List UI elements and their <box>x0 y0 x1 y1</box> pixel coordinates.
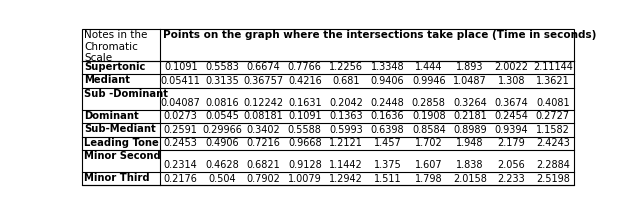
Text: 1.702: 1.702 <box>415 138 443 148</box>
Text: 0.7902: 0.7902 <box>246 174 280 184</box>
Text: 0.5993: 0.5993 <box>329 125 363 135</box>
Text: 0.9406: 0.9406 <box>371 76 404 86</box>
Text: 1.375: 1.375 <box>374 160 401 170</box>
Text: 0.05411: 0.05411 <box>161 76 201 86</box>
Text: 0.2042: 0.2042 <box>329 98 363 108</box>
Text: 0.5583: 0.5583 <box>205 62 239 73</box>
Text: Leading Tone: Leading Tone <box>84 138 159 148</box>
Text: 0.04087: 0.04087 <box>161 98 201 108</box>
Text: 2.179: 2.179 <box>498 138 525 148</box>
Text: 0.2727: 0.2727 <box>536 111 570 121</box>
Text: 0.504: 0.504 <box>208 174 236 184</box>
Text: Dominant: Dominant <box>84 111 139 121</box>
Text: 2.056: 2.056 <box>498 160 525 170</box>
Text: 0.36757: 0.36757 <box>243 76 284 86</box>
Text: 0.6821: 0.6821 <box>246 160 280 170</box>
Text: 0.4216: 0.4216 <box>288 76 322 86</box>
Text: 0.1091: 0.1091 <box>164 62 198 73</box>
Text: 0.681: 0.681 <box>332 76 360 86</box>
Text: 0.0545: 0.0545 <box>205 111 239 121</box>
Text: 0.4081: 0.4081 <box>536 98 570 108</box>
Text: 0.1908: 0.1908 <box>412 111 445 121</box>
Text: 1.2121: 1.2121 <box>329 138 363 148</box>
Text: 0.2858: 0.2858 <box>412 98 445 108</box>
Text: 0.2314: 0.2314 <box>164 160 198 170</box>
Text: 0.3674: 0.3674 <box>495 98 529 108</box>
Text: Mediant: Mediant <box>84 75 130 85</box>
Text: 0.1636: 0.1636 <box>371 111 404 121</box>
Text: 2.11144: 2.11144 <box>533 62 573 73</box>
Text: 1.308: 1.308 <box>498 76 525 86</box>
Text: 1.3621: 1.3621 <box>536 76 570 86</box>
Text: 0.3135: 0.3135 <box>205 76 239 86</box>
Text: 1.511: 1.511 <box>374 174 401 184</box>
Text: Minor Second: Minor Second <box>84 151 161 161</box>
Text: 0.2176: 0.2176 <box>164 174 198 184</box>
Text: 1.0079: 1.0079 <box>288 174 322 184</box>
Text: Minor Third: Minor Third <box>84 173 150 183</box>
Text: 0.4628: 0.4628 <box>205 160 239 170</box>
Text: Sub -Dominant: Sub -Dominant <box>84 89 168 99</box>
Text: 1.457: 1.457 <box>374 138 401 148</box>
Text: 0.0273: 0.0273 <box>164 111 198 121</box>
Text: 0.9394: 0.9394 <box>495 125 528 135</box>
Text: 0.5588: 0.5588 <box>288 125 322 135</box>
Text: 0.1631: 0.1631 <box>288 98 321 108</box>
Text: 2.0022: 2.0022 <box>495 62 529 73</box>
Text: 1.838: 1.838 <box>456 160 484 170</box>
Text: 0.4906: 0.4906 <box>205 138 239 148</box>
Text: 0.2591: 0.2591 <box>164 125 198 135</box>
Text: 1.2256: 1.2256 <box>329 62 363 73</box>
Text: 0.8989: 0.8989 <box>453 125 487 135</box>
Text: 2.233: 2.233 <box>498 174 525 184</box>
Text: 1.3348: 1.3348 <box>371 62 404 73</box>
Text: 1.948: 1.948 <box>456 138 484 148</box>
Text: 0.2181: 0.2181 <box>453 111 487 121</box>
Text: Supertonic: Supertonic <box>84 62 145 72</box>
Text: 0.1091: 0.1091 <box>288 111 321 121</box>
Text: Notes in the
Chromatic
Scale: Notes in the Chromatic Scale <box>84 30 147 63</box>
Text: 1.444: 1.444 <box>415 62 443 73</box>
Text: 1.1582: 1.1582 <box>536 125 570 135</box>
Text: 1.798: 1.798 <box>415 174 443 184</box>
Text: 2.0158: 2.0158 <box>453 174 487 184</box>
Text: 0.1363: 0.1363 <box>330 111 363 121</box>
Text: 0.2448: 0.2448 <box>371 98 404 108</box>
Text: 2.5198: 2.5198 <box>536 174 570 184</box>
Text: 1.893: 1.893 <box>456 62 484 73</box>
Text: 2.2884: 2.2884 <box>536 160 570 170</box>
Text: 0.8584: 0.8584 <box>412 125 445 135</box>
Text: 0.08181: 0.08181 <box>244 111 284 121</box>
Text: 0.6674: 0.6674 <box>246 62 280 73</box>
Text: Points on the graph where the intersections take place (Time in seconds): Points on the graph where the intersecti… <box>163 30 596 40</box>
Text: 0.9946: 0.9946 <box>412 76 445 86</box>
Text: 0.3402: 0.3402 <box>246 125 280 135</box>
Text: 0.12242: 0.12242 <box>243 98 284 108</box>
Text: 0.29966: 0.29966 <box>202 125 242 135</box>
Text: 0.2453: 0.2453 <box>164 138 198 148</box>
Text: 0.9128: 0.9128 <box>288 160 322 170</box>
Text: 0.6398: 0.6398 <box>371 125 404 135</box>
Text: 0.2454: 0.2454 <box>495 111 529 121</box>
Text: 0.7766: 0.7766 <box>288 62 322 73</box>
Text: 0.7216: 0.7216 <box>246 138 280 148</box>
Text: 2.4243: 2.4243 <box>536 138 570 148</box>
Text: 1.2942: 1.2942 <box>329 174 363 184</box>
Text: 1.1442: 1.1442 <box>329 160 363 170</box>
Text: 1.0487: 1.0487 <box>453 76 487 86</box>
Text: 0.0816: 0.0816 <box>205 98 239 108</box>
Text: Sub-Mediant: Sub-Mediant <box>84 124 156 134</box>
Text: 0.3264: 0.3264 <box>453 98 487 108</box>
Text: 0.9668: 0.9668 <box>288 138 321 148</box>
Text: 1.607: 1.607 <box>415 160 443 170</box>
